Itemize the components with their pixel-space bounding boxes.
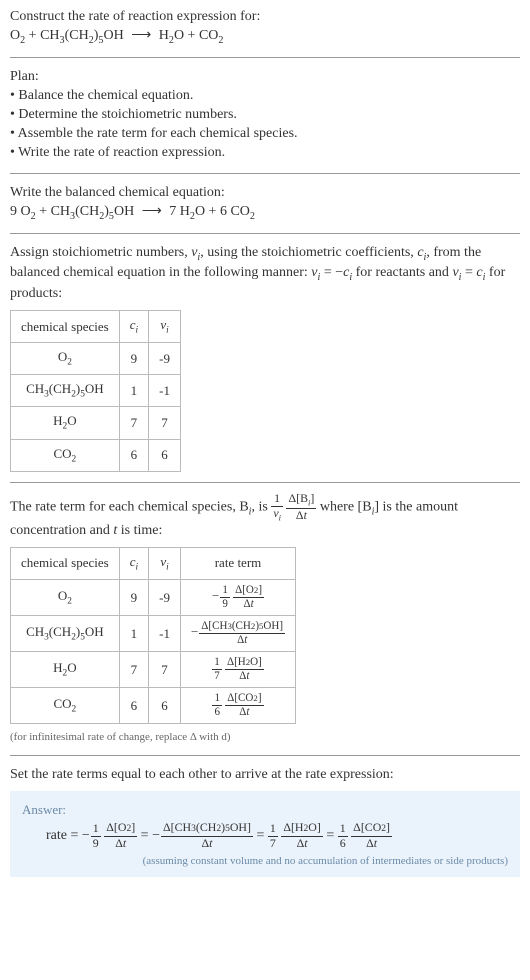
table-row: CO2 6 6 16 Δ[CO2]Δt [11,688,296,724]
reaction-arrow-icon: ⟶ [138,204,166,219]
divider [10,57,520,58]
rate-expression: rate = −19 Δ[O2]Δt = −Δ[CH3(CH2)5OH]Δt =… [22,822,508,849]
answer-label: Answer: [22,801,508,819]
stoich-table: chemical species ci νi O29-9 CH3(CH2)5OH… [10,310,181,472]
plan-item: • Determine the stoichiometric numbers. [10,106,520,125]
answer-assumption: (assuming constant volume and no accumul… [22,854,508,869]
plan-item: • Write the rate of reaction expression. [10,144,520,163]
table-row: CH3(CH2)5OH1-1 [11,375,181,407]
table-row: CH3(CH2)5OH 1 -1 −Δ[CH3(CH2)5OH]Δt [11,615,296,651]
answer-box: Answer: rate = −19 Δ[O2]Δt = −Δ[CH3(CH2)… [10,791,520,877]
table-header-row: chemical species ci νi rate term [11,547,296,579]
rateterm-intro: The rate term for each chemical species,… [10,493,520,541]
balanced-intro: Write the balanced chemical equation: [10,184,520,203]
balanced-equation: 9 O2 + CH3(CH2)5OH ⟶ 7 H2O + 6 CO2 [10,203,520,223]
prompt-title: Construct the rate of reaction expressio… [10,8,520,27]
col-species: chemical species [11,310,120,342]
table-row: CO266 [11,439,181,471]
plan-item: • Balance the chemical equation. [10,87,520,106]
plan-label: Plan: [10,68,520,87]
rateterm-note: (for infinitesimal rate of change, repla… [10,730,520,745]
reaction-arrow-icon: ⟶ [127,28,155,43]
col-vi: νi [149,310,181,342]
col-ci: ci [119,310,148,342]
table-row: H2O 7 7 17 Δ[H2O]Δt [11,651,296,687]
table-row: O29-9 [11,342,181,374]
stoich-intro: Assign stoichiometric numbers, νi, using… [10,244,520,304]
plan-item: • Assemble the rate term for each chemic… [10,125,520,144]
fraction: 1νi [271,493,283,522]
divider [10,482,520,483]
divider [10,173,520,174]
fraction: Δ[Bi]Δt [286,493,316,522]
unbalanced-equation: O2 + CH3(CH2)5OH ⟶ H2O + CO2 [10,27,520,47]
divider [10,755,520,756]
table-row: H2O77 [11,407,181,439]
rateterm-table: chemical species ci νi rate term O2 9 -9… [10,547,296,725]
table-header-row: chemical species ci νi [11,310,181,342]
divider [10,233,520,234]
final-intro: Set the rate terms equal to each other t… [10,766,520,785]
table-row: O2 9 -9 −19 Δ[O2]Δt [11,579,296,615]
